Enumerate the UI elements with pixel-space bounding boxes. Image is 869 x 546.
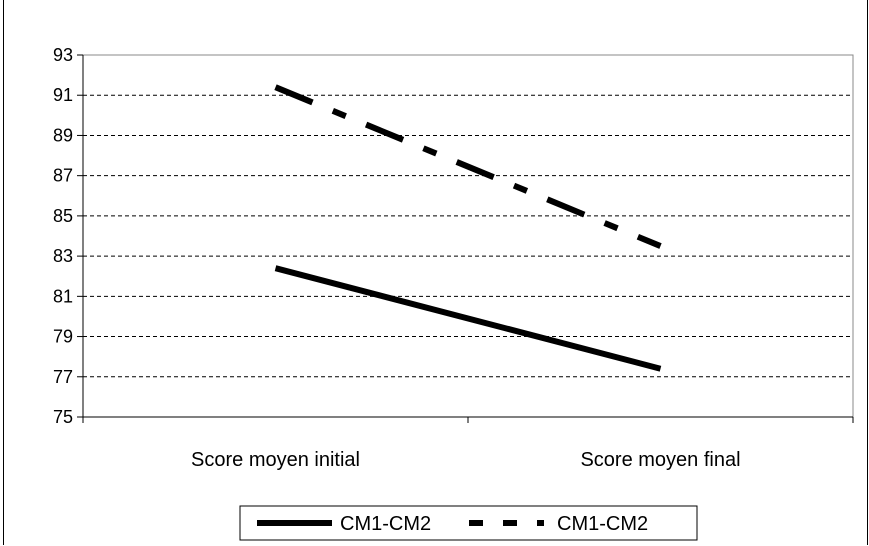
legend-label-2: CM1-CM2: [557, 513, 648, 535]
plot-area-border: [82, 54, 854, 418]
series-line-2: [274, 84, 662, 249]
y-tick-labels: 75 77 79 81 83 85 87 89 91 93: [53, 45, 73, 427]
series-lines: [274, 84, 662, 372]
y-tick-label: 77: [53, 367, 73, 387]
x-tick-label: Score moyen initial: [191, 449, 360, 471]
axes: [77, 54, 854, 423]
legend-label-1: CM1-CM2: [340, 513, 431, 535]
y-tick-label: 87: [53, 166, 73, 186]
x-tick-labels: Score moyen initial Score moyen final: [191, 449, 741, 471]
y-tick-label: 89: [53, 125, 73, 145]
y-tick-label: 75: [53, 407, 73, 427]
y-tick-label: 81: [53, 286, 73, 306]
legend: CM1-CM2 CM1-CM2: [239, 505, 698, 541]
y-tick-label: 79: [53, 327, 73, 347]
y-tick-label: 93: [53, 45, 73, 65]
y-tick-label: 83: [53, 246, 73, 266]
chart-frame: [3, 0, 868, 545]
x-tick-label: Score moyen final: [580, 449, 740, 471]
y-tick-label: 85: [53, 206, 73, 226]
gridlines: [83, 94, 853, 378]
y-tick-label: 91: [53, 85, 73, 105]
series-line-1: [274, 265, 662, 372]
